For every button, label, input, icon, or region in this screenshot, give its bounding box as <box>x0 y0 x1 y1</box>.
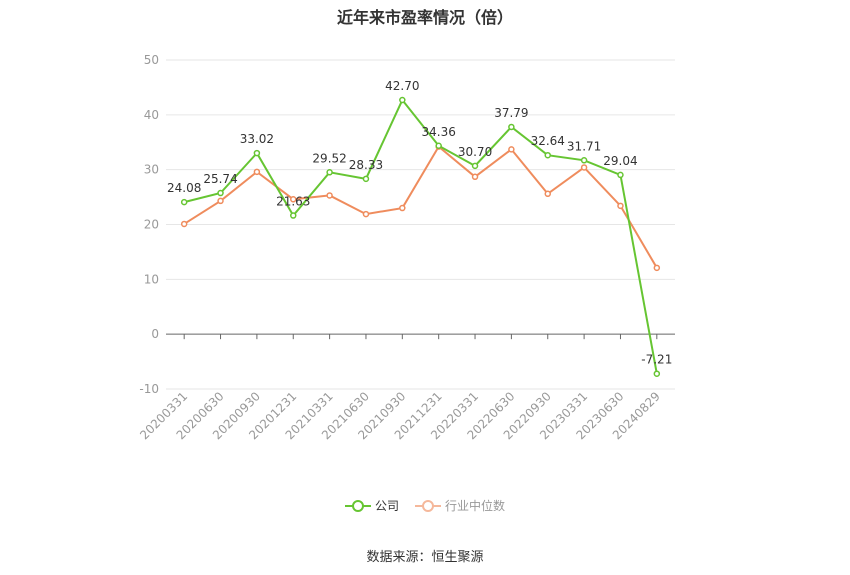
data-point-industry <box>362 210 370 218</box>
data-point-company <box>399 96 406 104</box>
y-tick-label: 20 <box>144 218 159 232</box>
data-point-company <box>217 189 224 197</box>
data-label: 24.08 <box>167 181 201 195</box>
y-tick-label: 40 <box>144 108 159 122</box>
data-point-industry <box>544 190 551 198</box>
legend-swatch-company <box>344 499 371 513</box>
data-label: 29.04 <box>603 154 637 168</box>
data-label: 25.74 <box>203 172 237 186</box>
legend-label-industry: 行业中位数 <box>445 499 506 513</box>
series-line-company <box>183 98 658 374</box>
y-tick-label: 30 <box>144 163 159 177</box>
data-point-industry <box>217 197 224 205</box>
chart-title: 近年来市盈率情况（倍） <box>336 8 513 27</box>
data-point-industry <box>580 164 588 171</box>
data-point-company <box>580 157 588 164</box>
data-point-company <box>435 142 442 150</box>
data-label: 28.33 <box>349 158 383 172</box>
data-point-industry <box>508 146 515 153</box>
data-label: 30.70 <box>458 145 492 159</box>
axes: -100102030405020200331202006302020093020… <box>137 53 675 442</box>
y-tick-label: 50 <box>144 53 159 67</box>
data-point-industry <box>253 168 261 176</box>
data-label: 42.70 <box>385 79 419 93</box>
data-point-company <box>326 169 333 176</box>
data-point-company <box>508 123 515 131</box>
y-tick-label: 0 <box>151 327 159 341</box>
data-point-industry <box>617 202 624 210</box>
data-point-company <box>290 212 297 219</box>
legend-label-company: 公司 <box>374 499 399 513</box>
data-point-industry <box>180 220 188 228</box>
data-label: 34.36 <box>421 125 455 139</box>
data-point-industry <box>399 204 406 212</box>
grid-lines <box>166 59 675 390</box>
data-point-industry <box>326 192 333 199</box>
data-point-company <box>617 171 624 179</box>
data-label: 33.02 <box>240 132 274 146</box>
data-label: 31.71 <box>567 139 601 153</box>
data-label: 37.79 <box>494 106 528 120</box>
data-point-company <box>180 198 188 206</box>
data-point-company <box>544 151 551 159</box>
series-line-industry <box>183 145 658 269</box>
series-lines <box>180 96 661 377</box>
data-label: 21.63 <box>276 195 310 209</box>
legend-item-company[interactable]: 公司 <box>344 497 399 514</box>
data-point-company <box>653 370 661 377</box>
data-point-industry <box>471 173 479 181</box>
data-point-company <box>471 162 479 170</box>
data-label: 32.64 <box>531 134 565 148</box>
source-note: 数据来源：恒生聚源 <box>366 550 484 565</box>
data-label: -7.21 <box>641 353 672 367</box>
legend: 公司 行业中位数 <box>0 497 850 514</box>
data-point-company <box>362 175 370 183</box>
data-point-company <box>253 149 261 157</box>
data-point-industry <box>290 196 297 203</box>
legend-item-industry[interactable]: 行业中位数 <box>415 497 505 514</box>
data-label: 29.52 <box>312 151 346 165</box>
legend-swatch-industry <box>415 499 441 513</box>
y-tick-label: -10 <box>139 382 159 396</box>
y-tick-label: 10 <box>144 272 159 286</box>
data-point-industry <box>653 264 661 272</box>
